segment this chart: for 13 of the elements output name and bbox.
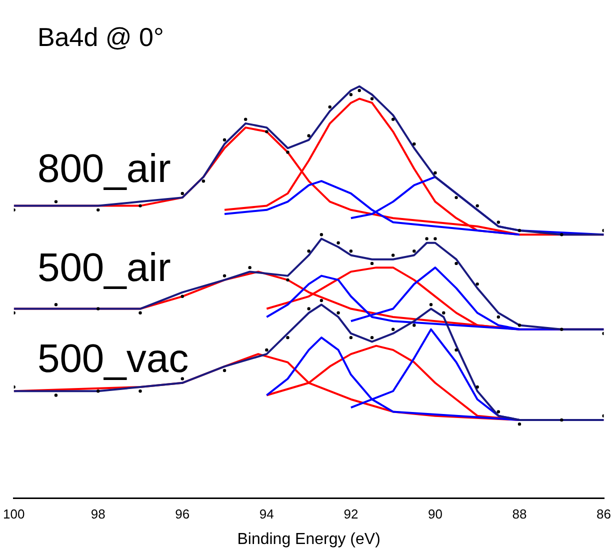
x-tick-label: 96 [175,506,190,522]
x-tick-label: 100 [2,506,25,522]
x-tick-label: 94 [259,506,274,522]
annotation: 800_air [37,146,171,191]
x-tick-label: 98 [90,506,106,522]
annotation: 500_vac [37,337,189,382]
x-tick-label: 92 [344,506,358,522]
annotation: 500_air [37,246,171,290]
x-tick-label: 88 [512,506,527,522]
x-axis-title: Binding Energy (eV) [237,530,380,548]
x-tick-label: 90 [428,506,442,522]
text: Ba4d @ 0° [37,22,164,52]
x-tick-label: 86 [596,506,612,522]
